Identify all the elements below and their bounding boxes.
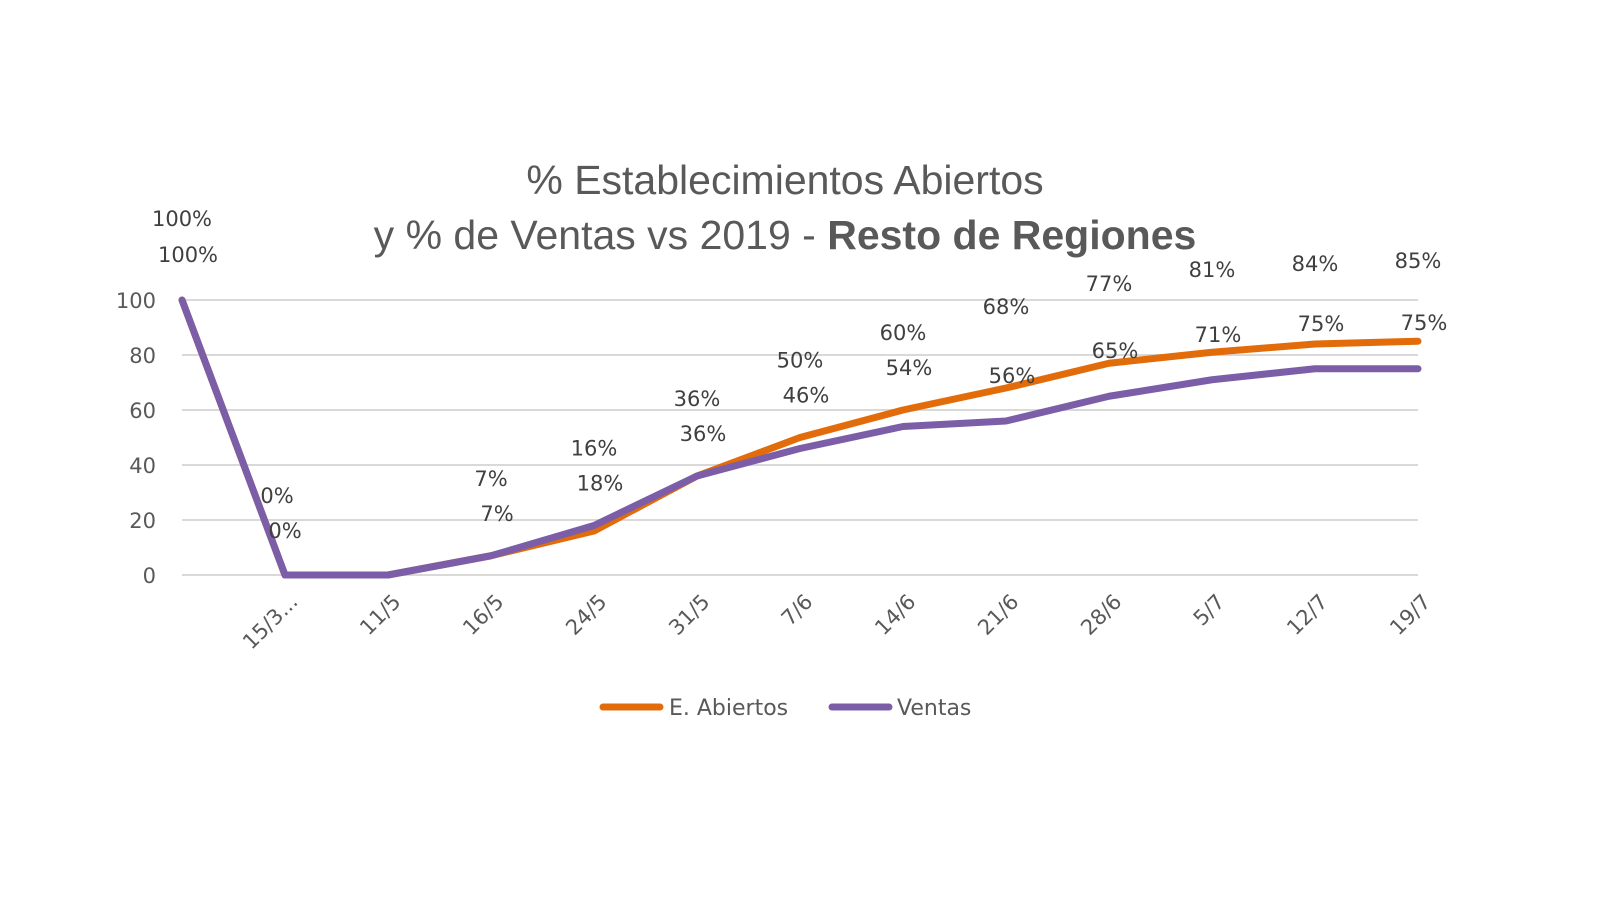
x-tick-label: 28/6 (1076, 590, 1126, 640)
x-tick-label: 14/6 (870, 590, 920, 640)
x-tick-label: 5/7 (1189, 590, 1230, 631)
data-label-ventas: 75% (1298, 312, 1345, 336)
x-tick-label: 7/6 (777, 590, 818, 631)
data-label-ventas: 18% (577, 472, 624, 496)
chart-title-line1: % Establecimientos Abiertos (526, 157, 1043, 203)
series-lines (178, 296, 1422, 579)
data-label-ventas: 75% (1401, 311, 1448, 335)
data-label-ventas: 100% (158, 243, 218, 267)
y-tick-label: 100 (116, 289, 156, 313)
data-label-e-abiertos: 0% (260, 484, 293, 508)
data-label-e-abiertos: 68% (983, 295, 1030, 319)
data-label-e-abiertos: 81% (1189, 258, 1236, 282)
y-tick-label: 40 (129, 454, 156, 478)
data-label-ventas: 65% (1092, 339, 1139, 363)
x-tick-label: 19/7 (1385, 590, 1435, 640)
data-label-ventas: 56% (989, 364, 1036, 388)
data-label-e-abiertos: 100% (152, 207, 212, 231)
data-label-ventas: 0% (268, 519, 301, 543)
data-label-ventas: 36% (680, 422, 727, 446)
y-axis-ticks: 0 20 40 60 80 100 (116, 289, 156, 588)
chart-title: % Establecimientos Abiertos y % de Venta… (374, 157, 1197, 258)
data-label-ventas: 71% (1195, 323, 1242, 347)
chart-title-line2-regular: y % de Ventas vs 2019 - (374, 212, 828, 258)
chart-title-line2: y % de Ventas vs 2019 - Resto de Regione… (374, 212, 1197, 258)
x-tick-label: 24/5 (561, 590, 611, 640)
data-label-e-abiertos: 7% (474, 467, 507, 491)
x-tick-label: 16/5 (458, 590, 508, 640)
y-tick-label: 60 (129, 399, 156, 423)
data-label-ventas: 54% (886, 356, 933, 380)
y-tick-label: 20 (129, 509, 156, 533)
x-tick-label: 21/6 (973, 590, 1023, 640)
x-axis-ticks: 15/3... 11/5 16/5 24/5 31/5 7/6 14/6 21/6 28/6 5/… (238, 590, 1435, 654)
x-tick-label: 11/5 (355, 590, 405, 640)
x-tick-label: 31/5 (664, 590, 714, 640)
y-tick-label: 0 (143, 564, 156, 588)
legend: E. Abiertos Ventas (599, 696, 971, 721)
data-label-e-abiertos: 84% (1292, 252, 1339, 276)
data-label-e-abiertos: 36% (674, 387, 721, 411)
data-label-e-abiertos: 77% (1086, 272, 1133, 296)
chart-title-line2-bold: Resto de Regiones (827, 212, 1196, 258)
legend-label-ventas: Ventas (897, 696, 971, 721)
x-tick-label: 12/7 (1282, 590, 1332, 640)
data-label-ventas: 46% (783, 384, 830, 408)
data-labels: 100% 100% 0% 0% 7% 7% 16% 18% 36% 36% 50% 46% 60% 54%… (152, 207, 1447, 543)
data-label-e-abiertos: 16% (571, 437, 618, 461)
x-tick-label: 15/3... (238, 590, 302, 654)
legend-label-e-abiertos: E. Abiertos (669, 696, 788, 721)
data-label-e-abiertos: 85% (1395, 249, 1442, 273)
data-label-e-abiertos: 50% (777, 349, 824, 373)
y-tick-label: 80 (129, 344, 156, 368)
data-label-e-abiertos: 60% (880, 321, 927, 345)
gridlines (182, 299, 1418, 576)
data-label-ventas: 7% (480, 502, 513, 526)
